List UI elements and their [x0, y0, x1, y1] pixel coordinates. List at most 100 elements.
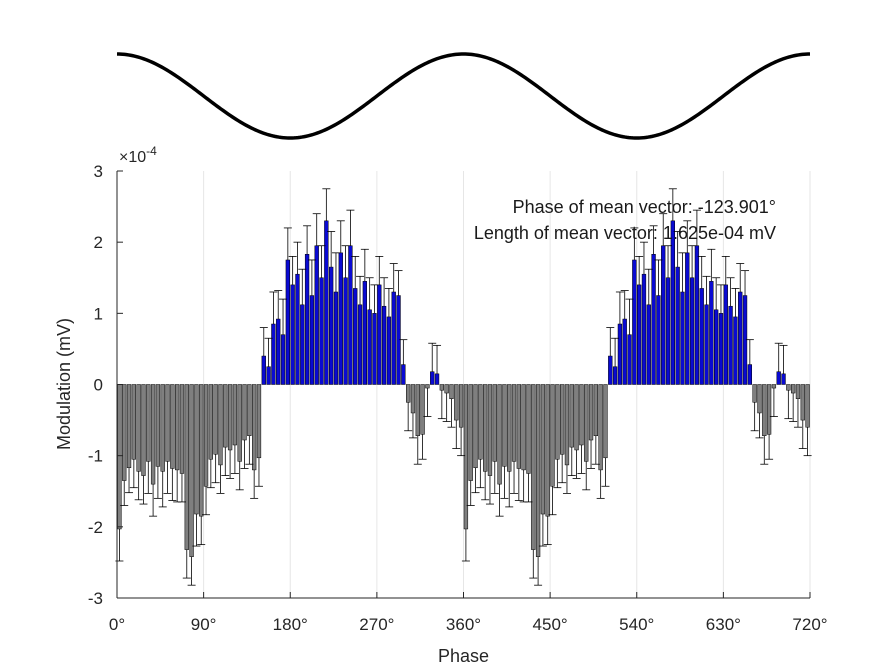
grid-lines: [116, 171, 811, 598]
bar: [762, 384, 767, 436]
bar: [285, 259, 290, 385]
bar: [271, 323, 276, 385]
bar: [738, 291, 743, 385]
bar: [588, 384, 594, 441]
bar: [608, 355, 613, 385]
bar: [300, 304, 305, 385]
bar: [483, 384, 488, 472]
bar: [661, 245, 666, 385]
bar: [723, 284, 728, 385]
bar: [179, 384, 185, 474]
bar: [357, 304, 363, 385]
bar: [492, 384, 497, 462]
bar: [665, 277, 671, 385]
bar: [786, 384, 791, 391]
bar: [401, 364, 406, 385]
bar: [714, 309, 719, 385]
bar: [497, 384, 502, 485]
bar: [227, 384, 233, 451]
bar: [314, 245, 319, 385]
bar: [555, 384, 560, 460]
bar: [150, 384, 156, 485]
bar: [540, 384, 546, 515]
bar: [449, 384, 454, 399]
bar: [430, 371, 435, 385]
bar: [646, 304, 651, 385]
bar: [333, 291, 339, 385]
bar: [603, 384, 608, 459]
bar: [507, 384, 512, 472]
bar: [752, 384, 757, 403]
bar: [632, 259, 637, 385]
y-tick-label: -3: [88, 589, 103, 608]
bar: [189, 384, 194, 557]
mean-vector-phase-annotation: Phase of mean vector: -123.901°: [513, 197, 776, 217]
bar: [680, 291, 685, 385]
bar: [160, 384, 165, 472]
bar: [805, 384, 810, 428]
bar: [175, 384, 180, 471]
bar: [516, 384, 521, 469]
bar: [184, 384, 189, 550]
bar: [612, 366, 618, 385]
bar: [637, 284, 642, 385]
bar: [377, 284, 382, 385]
bar: [531, 384, 536, 550]
bar: [372, 313, 377, 385]
x-tick-label: 90°: [191, 615, 217, 634]
bar: [319, 277, 324, 385]
y-tick-label: 1: [94, 304, 103, 323]
bar: [598, 384, 603, 471]
bar: [550, 384, 555, 487]
bar: [675, 266, 680, 385]
bar: [203, 384, 209, 487]
bar: [800, 384, 805, 421]
bar: [593, 384, 598, 436]
bar: [155, 384, 161, 467]
bar: [468, 384, 473, 481]
bar: [146, 384, 151, 462]
bar: [795, 384, 801, 399]
bar: [122, 384, 127, 481]
bar: [564, 384, 570, 466]
y-exponent-label: ×10-4: [119, 144, 157, 166]
y-axis-label: Modulation (mV): [54, 318, 74, 450]
bar: [232, 384, 238, 446]
bar: [444, 384, 449, 394]
bar: [579, 384, 584, 446]
bar: [410, 384, 416, 414]
bar: [237, 384, 242, 462]
bar: [367, 309, 372, 385]
bar: [545, 384, 550, 517]
bar: [689, 277, 695, 385]
x-tick-label: 450°: [533, 615, 568, 634]
bar: [223, 384, 228, 448]
bar: [709, 281, 714, 385]
bar: [208, 384, 213, 460]
bar: [131, 384, 136, 460]
reference-wave: [116, 52, 811, 140]
bar: [194, 384, 199, 515]
x-axis-label: Phase: [438, 646, 489, 666]
y-tick-label: -1: [88, 447, 103, 466]
bar: [266, 366, 271, 385]
bar: [463, 384, 469, 530]
bar: [386, 316, 392, 385]
bar: [213, 384, 218, 455]
bar: [757, 384, 762, 414]
bar: [747, 364, 752, 385]
bar: [699, 288, 704, 385]
bar: [454, 384, 459, 421]
bar: [199, 384, 204, 517]
x-tick-label: 360°: [446, 615, 481, 634]
bar: [617, 323, 623, 385]
x-tick-label: 720°: [792, 615, 827, 634]
x-tick-label: 0°: [109, 615, 125, 634]
bar: [641, 273, 647, 385]
bar: [584, 384, 589, 462]
bar: [338, 252, 343, 385]
bar: [434, 373, 440, 385]
bar: [574, 384, 579, 451]
y-tick-label: 2: [94, 233, 103, 252]
